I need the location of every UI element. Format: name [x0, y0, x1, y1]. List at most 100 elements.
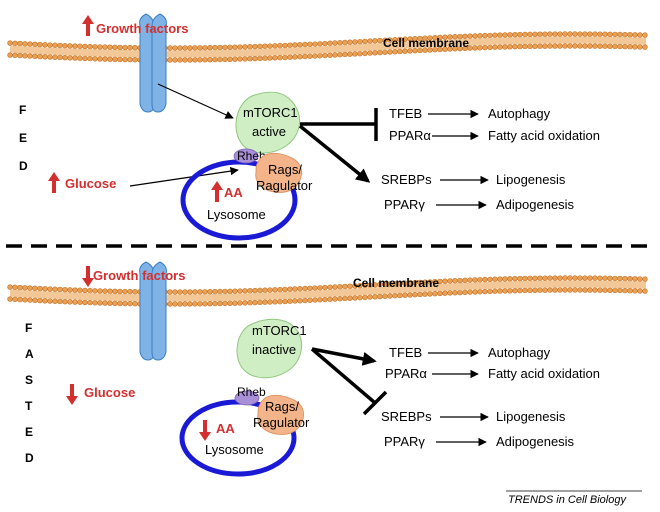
lipid-head	[552, 287, 558, 293]
lipid-head	[267, 55, 273, 61]
lipid-head	[342, 51, 348, 58]
lipid-head	[37, 297, 43, 304]
lipid-head	[262, 299, 268, 305]
lipid-head	[607, 287, 613, 294]
lipid-head	[337, 52, 343, 58]
fasted-letter-f: F	[25, 321, 32, 335]
lipid-head	[302, 41, 308, 48]
lipid-head	[572, 275, 578, 281]
lipid-head	[582, 287, 588, 293]
lipid-head	[432, 290, 438, 297]
lipid-head	[107, 56, 113, 62]
lipid-head	[297, 42, 303, 48]
lipid-head	[562, 31, 568, 37]
lipid-head	[617, 287, 623, 294]
lipid-head	[237, 56, 243, 62]
lipid-head	[597, 275, 603, 281]
lipid-head	[442, 278, 448, 284]
lipid-head	[507, 32, 513, 38]
lipid-head	[607, 43, 613, 50]
fed-letter-e: E	[19, 131, 27, 145]
lipid-head	[487, 288, 493, 295]
fasted-aa-down-arrow	[199, 420, 211, 441]
lipid-head	[32, 53, 38, 60]
lipid-head	[167, 45, 173, 51]
lipid-head	[192, 301, 198, 307]
lipid-head	[212, 56, 218, 63]
lipid-head	[282, 54, 288, 61]
lipid-head	[497, 44, 503, 50]
lipid-head	[42, 286, 48, 292]
lipid-head	[307, 297, 313, 303]
lipid-head	[357, 50, 363, 57]
lipid-head	[257, 287, 263, 294]
fed-rags-label: Rags/	[268, 162, 302, 177]
lipid-head	[257, 55, 263, 62]
lipid-head	[597, 31, 603, 37]
lipid-head	[47, 42, 53, 48]
lipid-head	[367, 294, 373, 300]
lipid-head	[632, 276, 638, 282]
lipid-head	[347, 39, 353, 45]
lipid-head	[637, 288, 643, 294]
lipid-head	[522, 31, 528, 38]
lipid-head	[582, 275, 588, 281]
lipid-head	[92, 288, 98, 294]
lipid-head	[32, 297, 38, 304]
lipid-head	[202, 45, 208, 51]
fed-mtorc1-activates-arrow	[298, 124, 371, 183]
lipid-head	[622, 43, 628, 50]
fed-receptor-to-mtorc1-arrow	[157, 83, 234, 119]
lipid-head	[467, 289, 473, 295]
lipid-head	[57, 298, 63, 305]
lipid-head	[102, 288, 108, 294]
lipid-head	[277, 42, 283, 49]
lipid-head	[462, 277, 468, 284]
lipid-head	[342, 39, 348, 46]
lipid-head	[317, 297, 323, 303]
lipid-head	[567, 275, 573, 281]
lipid-head	[357, 38, 363, 45]
lipid-head	[217, 44, 223, 51]
lipid-head	[437, 290, 443, 297]
fasted-growth-factors-down-arrow	[82, 266, 94, 287]
fed-rheb	[233, 148, 259, 164]
lipid-head	[67, 299, 73, 305]
lipid-head	[12, 52, 18, 59]
lipid-head	[12, 296, 18, 303]
fasted-letter-s: S	[25, 373, 33, 387]
lipid-head	[132, 301, 138, 307]
lipid-head	[327, 40, 333, 46]
lipid-head	[587, 31, 593, 37]
lipid-head	[497, 288, 503, 294]
lipid-head	[557, 287, 563, 293]
lipid-head	[517, 287, 523, 294]
lipid-head	[557, 43, 563, 49]
lipid-head	[232, 56, 238, 62]
lipid-head	[347, 295, 353, 301]
lipid-head	[7, 284, 13, 290]
fasted-rags-ragulator	[257, 394, 304, 435]
lipid-head	[517, 275, 523, 282]
lipid-head	[567, 31, 573, 37]
lipid-head	[527, 275, 533, 282]
lipid-head	[42, 42, 48, 48]
lipid-head	[82, 43, 88, 50]
lipid-head	[107, 300, 113, 306]
fed-glucose-up-arrow	[48, 172, 60, 193]
lipid-head	[332, 52, 338, 58]
journal-footer: TRENDS in Cell Biology	[508, 494, 627, 506]
lipid-head	[632, 288, 638, 294]
fasted-inhibition-bar	[362, 390, 388, 416]
lipid-head	[62, 298, 68, 305]
lipid-head	[227, 56, 233, 62]
lipid-head	[537, 275, 543, 281]
lipid-head	[512, 275, 518, 282]
lipid-head	[252, 43, 258, 50]
lipid-head	[277, 54, 283, 61]
lipid-head	[272, 43, 278, 49]
lipid-head	[132, 57, 138, 63]
lipid-head	[87, 55, 93, 62]
lipid-head	[507, 276, 513, 282]
